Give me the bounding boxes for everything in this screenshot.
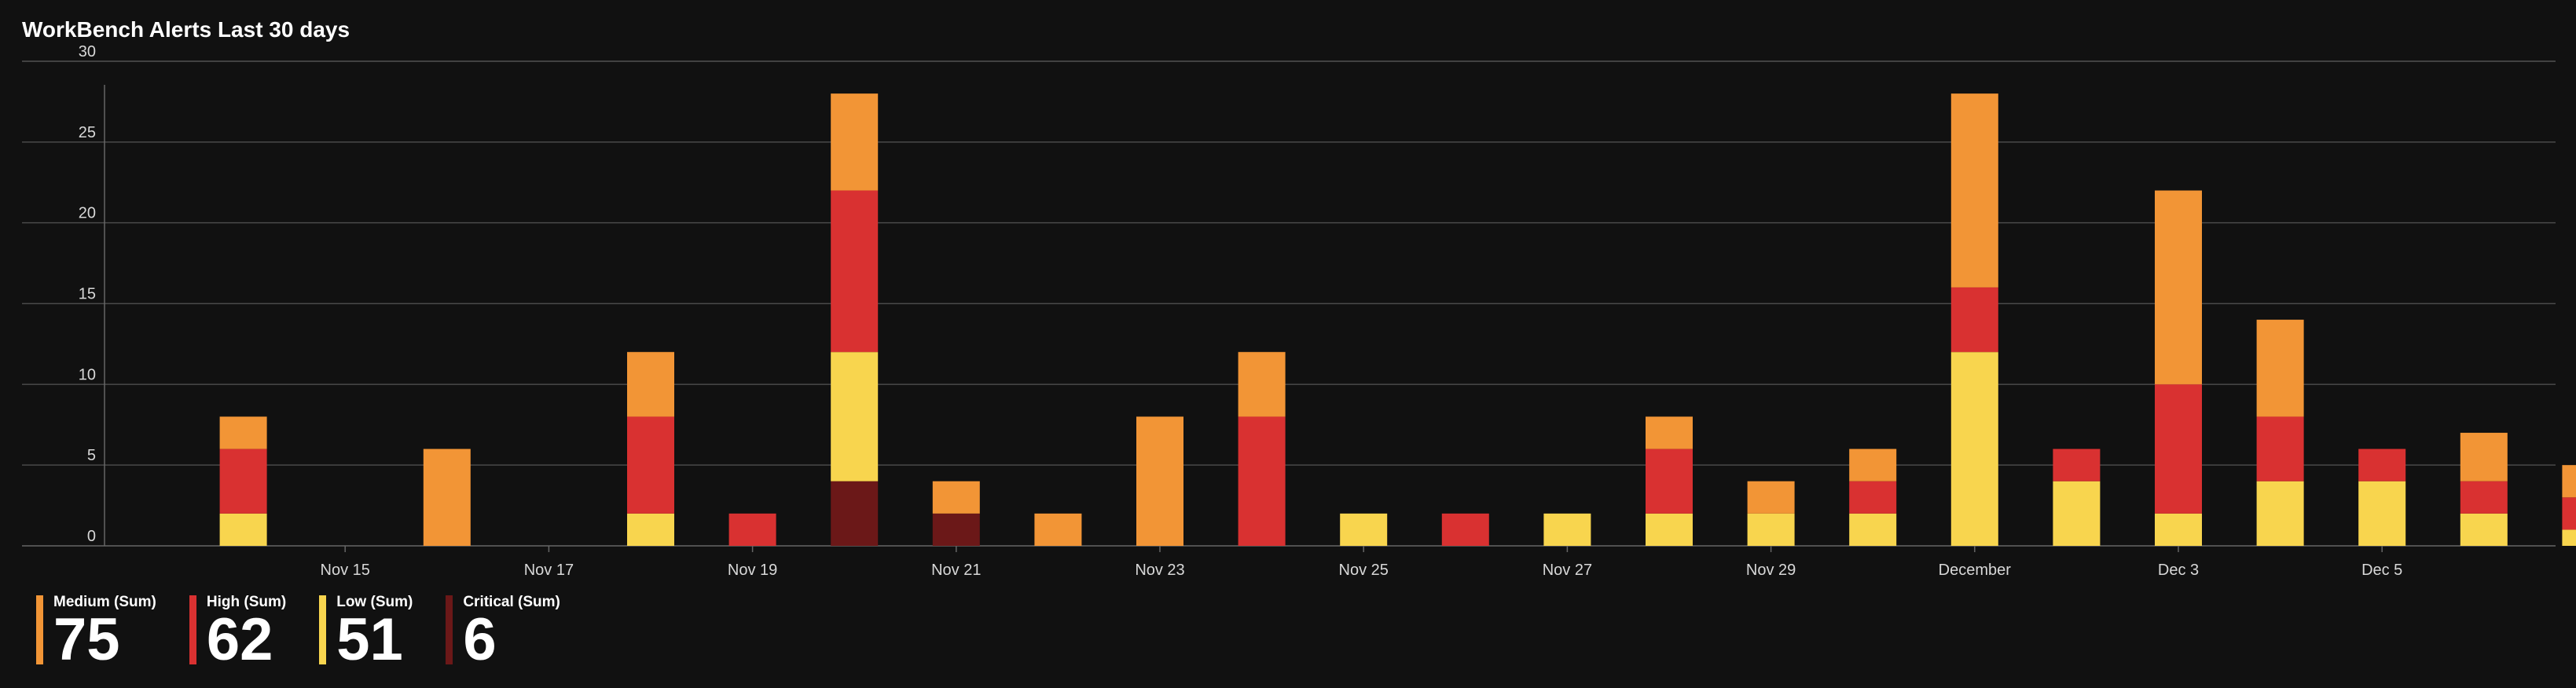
chart-title: WorkBench Alerts Last 30 days (22, 17, 350, 42)
x-tick-2023-11-15: Nov 15 (321, 562, 370, 579)
y-axis-ticks: 0 5 10 15 20 25 30 (79, 43, 96, 545)
x-tick-2023-11-19: Nov 19 (728, 562, 777, 579)
legend-label-critical: Critical (Sum) (463, 594, 560, 610)
bar-2023-12-01-high (1950, 287, 1998, 353)
bar-2023-12-03-high (2155, 384, 2202, 514)
y-tick-30: 30 (79, 43, 96, 60)
x-tick-2023-12-03: Dec 3 (2158, 562, 2199, 579)
bar-2023-11-27-low (1543, 513, 1591, 546)
bar-2023-11-20-critical (831, 481, 879, 546)
bar-2023-11-30-low (1849, 513, 1897, 546)
legend: Medium (Sum) 75 High (Sum) 62 Low (Sum) … (36, 594, 593, 673)
y-tick-10: 10 (79, 366, 96, 383)
y-tick-0: 0 (87, 528, 96, 545)
bar-2023-12-04-medium (2256, 320, 2304, 417)
bar-2023-12-02-low (2053, 481, 2101, 546)
legend-swatch-critical (446, 595, 453, 664)
legend-label-low: Low (Sum) (336, 594, 413, 610)
legend-label-medium: Medium (Sum) (53, 594, 156, 610)
bar-2023-11-26-high (1441, 513, 1489, 546)
bar-2023-12-04-high (2256, 416, 2304, 481)
bar-2023-11-25-low (1340, 513, 1388, 546)
bar-2023-11-30-high (1849, 481, 1897, 514)
bar-2023-12-06-low (2460, 513, 2508, 546)
legend-swatch-low (319, 595, 327, 664)
legend-value-high: 62 (206, 606, 273, 673)
y-tick-5: 5 (87, 447, 96, 464)
x-tick-2023-11-21: Nov 21 (931, 562, 981, 579)
bar-2023-12-07-high (2562, 497, 2576, 530)
bar-2023-11-24-medium (1238, 352, 1286, 417)
x-tick-2023-11-17: Nov 17 (524, 562, 574, 579)
legend-label-high: High (Sum) (206, 594, 287, 610)
x-tick-2023-12-01: December (1939, 562, 2012, 579)
bar-2023-11-19-high (728, 513, 776, 546)
bar-2023-12-01-medium (1950, 93, 1998, 287)
x-tick-2023-11-23: Nov 23 (1135, 562, 1184, 579)
x-tick-2023-11-25: Nov 25 (1339, 562, 1389, 579)
bar-2023-11-14-low (219, 513, 267, 546)
bar-2023-12-07-medium (2562, 465, 2576, 498)
legend-value-medium: 75 (53, 606, 120, 673)
legend-item-medium[interactable]: Medium (Sum) 75 (36, 594, 156, 673)
bar-2023-12-03-medium (2155, 190, 2202, 385)
x-tick-2023-12-05: Dec 5 (2361, 562, 2402, 579)
bar-2023-11-20-high (831, 190, 879, 353)
y-tick-15: 15 (79, 286, 96, 303)
legend-item-high[interactable]: High (Sum) 62 (189, 594, 287, 673)
bar-2023-11-21-critical (932, 513, 980, 546)
x-tick-2023-11-27: Nov 27 (1543, 562, 1592, 579)
bar-2023-11-14-high (219, 448, 267, 514)
bar-2023-11-23-medium (1136, 416, 1183, 546)
bar-2023-12-03-low (2155, 513, 2202, 546)
bar-2023-11-18-high (627, 416, 674, 514)
bar-2023-11-30-medium (1849, 448, 1897, 481)
legend-swatch-high (189, 595, 196, 664)
bar-2023-11-29-low (1747, 513, 1795, 546)
bar-2023-11-28-low (1646, 513, 1693, 546)
bar-2023-12-02-high (2053, 448, 2101, 481)
bar-2023-12-06-medium (2460, 433, 2508, 481)
bar-2023-11-21-medium (932, 481, 980, 514)
y-tick-25: 25 (79, 124, 96, 141)
bar-2023-11-20-low (831, 352, 879, 481)
x-tick-2023-11-29: Nov 29 (1746, 562, 1796, 579)
y-tick-20: 20 (79, 205, 96, 222)
legend-item-low[interactable]: Low (Sum) 51 (319, 594, 413, 673)
bar-2023-11-18-medium (627, 352, 674, 417)
bar-2023-12-05-high (2358, 448, 2406, 481)
bar-2023-11-16-medium (423, 448, 471, 546)
legend-item-critical[interactable]: Critical (Sum) 6 (446, 594, 560, 673)
bar-2023-11-22-medium (1034, 513, 1082, 546)
bar-2023-12-06-high (2460, 481, 2508, 514)
bar-2023-11-20-medium (831, 93, 879, 191)
bar-2023-12-05-low (2358, 481, 2406, 546)
bar-2023-12-07-low (2562, 529, 2576, 546)
bar-2023-11-28-high (1646, 448, 1693, 514)
legend-value-low: 51 (336, 606, 403, 673)
legend-swatch-medium (36, 595, 43, 664)
bar-2023-12-01-low (1950, 352, 1998, 546)
legend-value-critical: 6 (463, 606, 497, 673)
bar-2023-11-14-medium (219, 416, 267, 449)
x-axis-ticks: Nov 15 Nov 17 Nov 19 Nov 21 Nov 23 Nov 25 Nov … (321, 546, 2402, 579)
bar-2023-11-28-medium (1646, 416, 1693, 449)
bar-2023-11-29-medium (1747, 481, 1795, 514)
bar-2023-11-24-high (1238, 416, 1286, 546)
bars (219, 93, 2576, 546)
bar-2023-12-04-low (2256, 481, 2304, 546)
bar-2023-11-18-low (627, 513, 674, 546)
